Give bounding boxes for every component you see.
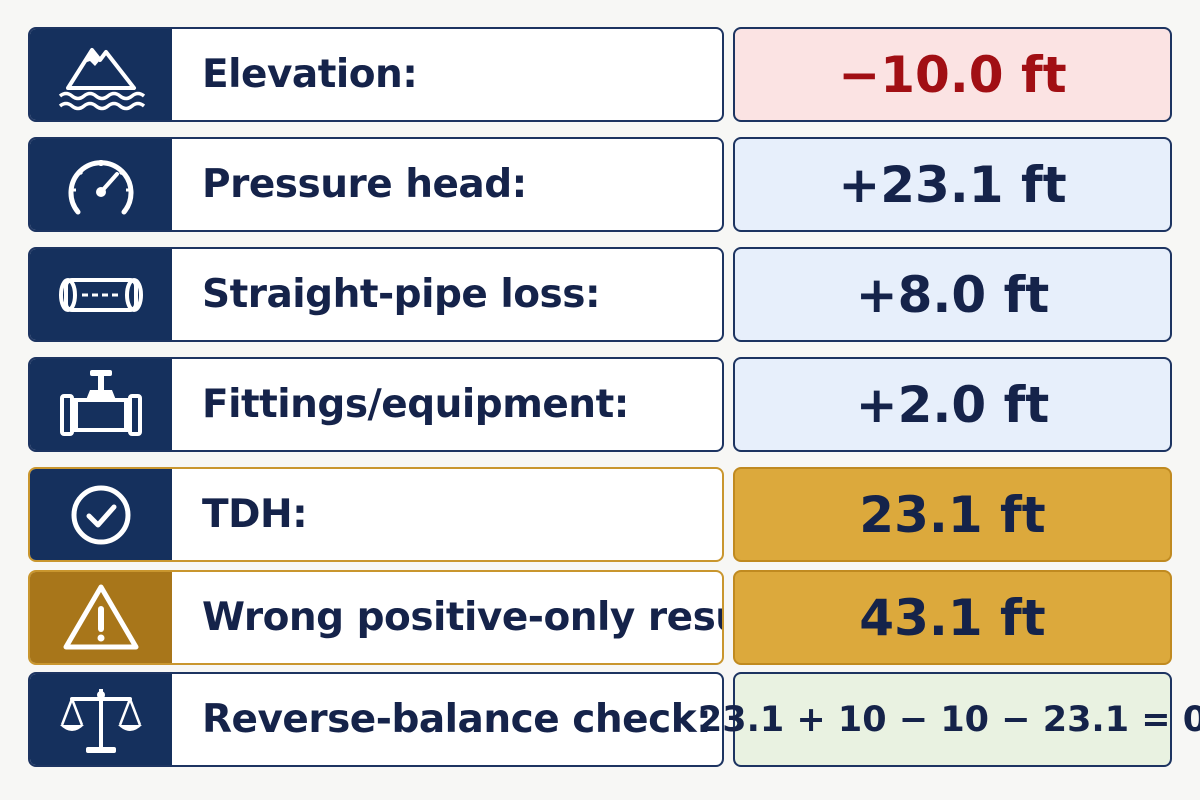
row-tdh: TDH: 23.1 ft bbox=[28, 467, 1172, 562]
valve-icon bbox=[30, 359, 172, 450]
row-value: −10.0 ft bbox=[733, 27, 1172, 122]
row-value: 43.1 ft bbox=[733, 570, 1172, 665]
check-circle-icon bbox=[30, 469, 172, 560]
balance-scale-icon bbox=[30, 674, 172, 765]
row-value: 23.1 + 10 − 10 − 23.1 = 0 bbox=[698, 672, 1200, 767]
row-pressure-head: Pressure head: +23.1 ft bbox=[28, 137, 1172, 232]
row-label: Fittings/equipment: bbox=[202, 382, 629, 427]
row-straight-pipe-loss: Straight-pipe loss: +8.0 ft bbox=[28, 247, 1172, 342]
row-value: +2.0 ft bbox=[733, 357, 1172, 452]
row-wrong-positive-only-result: Wrong positive-only result: 43.1 ft bbox=[28, 570, 1172, 665]
row-label: Straight-pipe loss: bbox=[202, 272, 601, 317]
row-fittings-equipment: Fittings/equipment: +2.0 ft bbox=[28, 357, 1172, 452]
label-card: Elevation: bbox=[28, 27, 724, 122]
row-label: Elevation: bbox=[202, 52, 418, 97]
label-card: Pressure head: bbox=[28, 137, 724, 232]
row-label: TDH: bbox=[202, 492, 308, 537]
row-label: Wrong positive-only result: bbox=[202, 595, 722, 640]
row-reverse-balance-check: Reverse-balance check: 23.1 + 10 − 10 − … bbox=[28, 672, 1200, 767]
row-value: 23.1 ft bbox=[733, 467, 1172, 562]
pressure-gauge-icon bbox=[30, 139, 172, 230]
label-card: TDH: bbox=[28, 467, 724, 562]
label-card: Fittings/equipment: bbox=[28, 357, 724, 452]
row-label: Pressure head: bbox=[202, 162, 527, 207]
row-value: +8.0 ft bbox=[733, 247, 1172, 342]
row-value: +23.1 ft bbox=[733, 137, 1172, 232]
row-elevation: Elevation: −10.0 ft bbox=[28, 27, 1172, 122]
warning-triangle-icon bbox=[30, 572, 172, 663]
label-card: Wrong positive-only result: bbox=[28, 570, 724, 665]
mountain-water-icon bbox=[30, 29, 172, 120]
label-card: Reverse-balance check: bbox=[28, 672, 724, 767]
pipe-icon bbox=[30, 249, 172, 340]
label-card: Straight-pipe loss: bbox=[28, 247, 724, 342]
row-label: Reverse-balance check: bbox=[202, 697, 712, 742]
